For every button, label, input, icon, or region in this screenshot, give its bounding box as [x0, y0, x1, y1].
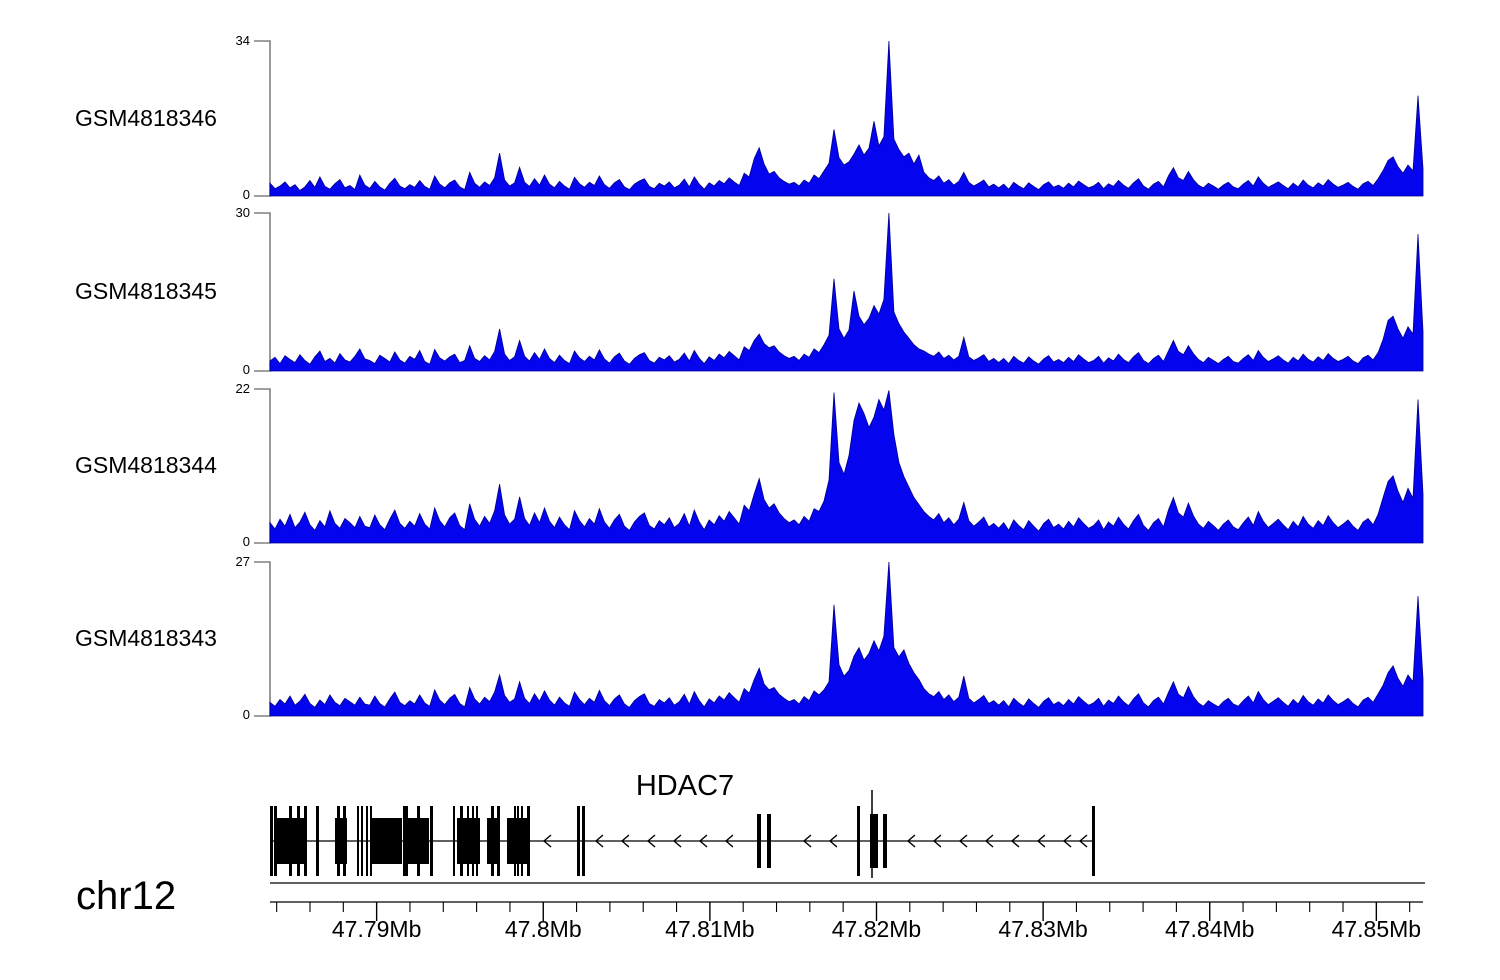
gene-exon-tall: [274, 806, 277, 876]
strand-arrow: [698, 834, 708, 848]
gene-exon-tall: [403, 806, 406, 876]
strand-arrow: [932, 834, 942, 848]
gene-exon-mid: [757, 814, 761, 868]
gene-exon-tall: [270, 806, 273, 876]
signal-area-GSM4818343: [269, 561, 1424, 717]
strand-arrow: [542, 834, 552, 848]
strand-arrow: [984, 834, 994, 848]
y-axis-GSM4818343: [254, 561, 271, 717]
gene-exon-tall: [316, 806, 319, 876]
gene-exon-tall: [370, 806, 372, 876]
gene-exon-tall: [357, 806, 359, 876]
strand-arrow: [1036, 834, 1046, 848]
strand-arrow: [620, 834, 630, 848]
gene-exon-tall: [577, 806, 580, 876]
gene-exon-mid: [883, 814, 887, 868]
gene-exon-mid: [870, 814, 878, 868]
strand-arrow: [906, 834, 916, 848]
gene-exon-tall: [366, 806, 368, 876]
gene-exon-block: [507, 818, 524, 864]
y-axis-GSM4818346: [254, 40, 271, 197]
gene-exon-mid: [767, 814, 771, 868]
gene-exon-tall: [857, 806, 860, 876]
gene-exon-tall: [361, 806, 363, 876]
strand-arrow: [594, 834, 604, 848]
strand-arrow: [1010, 834, 1020, 848]
y-axis-GSM4818345: [254, 212, 271, 372]
strand-arrow: [958, 834, 968, 848]
y-axis-GSM4818344: [254, 388, 271, 544]
gene-exon-block: [522, 818, 530, 864]
gene-exon-block: [335, 818, 347, 864]
gene-exon-tall: [453, 806, 455, 876]
strand-arrow: [1078, 834, 1088, 848]
signal-area-GSM4818344: [269, 390, 1424, 544]
gene-exon-tall: [582, 806, 585, 876]
strand-arrow: [1062, 834, 1072, 848]
gene-exon-block: [372, 818, 402, 864]
gene-exon-tall: [430, 806, 433, 876]
gene-exon-block: [457, 818, 480, 864]
strand-arrow: [724, 834, 734, 848]
strand-arrow: [646, 834, 656, 848]
gene-exon-tall: [304, 806, 307, 876]
strand-arrow: [802, 834, 812, 848]
gene-exon-block: [487, 818, 499, 864]
gene-exon-block: [407, 818, 429, 864]
signal-area-GSM4818346: [269, 40, 1424, 197]
strand-arrow: [672, 834, 682, 848]
strand-arrow: [828, 834, 838, 848]
gene-exon-block: [276, 818, 304, 864]
gene-exon-tall: [1092, 806, 1095, 876]
signal-area-GSM4818345: [269, 212, 1424, 372]
